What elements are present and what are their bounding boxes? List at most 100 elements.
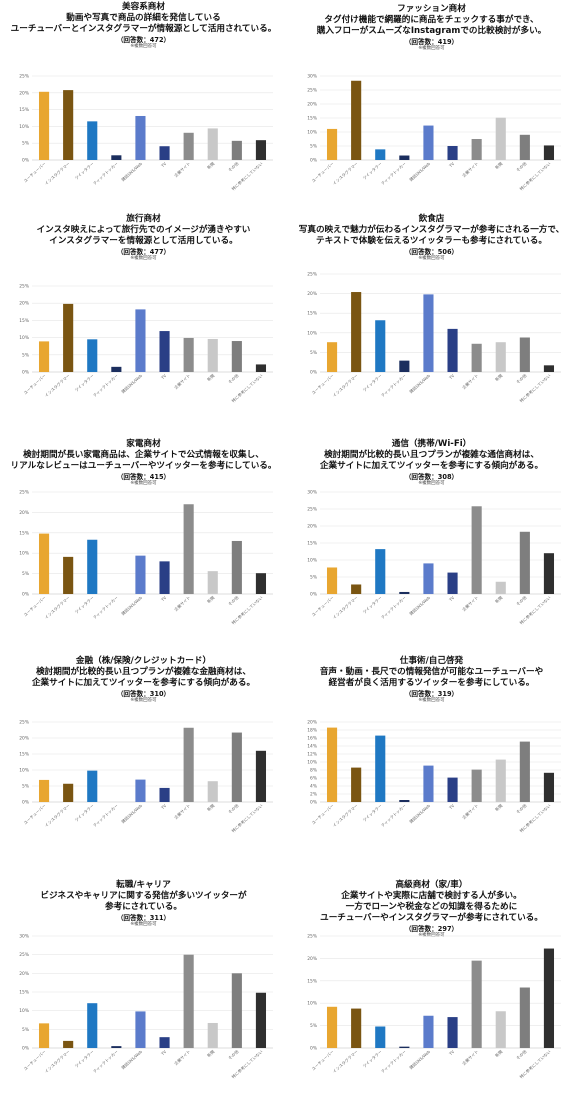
x-category-label: 企業サイト [172, 594, 191, 612]
chart-header: ファッション商材 タグ付け機能で網羅的に商品をチェックする事ができ、 購入フローがス… [288, 4, 575, 52]
y-tick: 15% [307, 311, 561, 317]
y-tick-label: 0% [22, 158, 29, 164]
bar [543, 553, 555, 594]
bar [543, 365, 555, 372]
multi-answer-note: ※複数回答可 [130, 698, 157, 703]
chart-title: 仕事術/自己啓発 [399, 656, 464, 666]
x-category-label: 雑誌SNS/Web [120, 802, 144, 824]
bar [375, 149, 386, 160]
x-category-label: インスタグラマー [331, 594, 359, 620]
y-tick: 25% [307, 88, 561, 94]
response-count: （回答数：311） [116, 914, 171, 922]
x-category-label: ティックトッカー [91, 802, 119, 828]
y-tick-label: 10% [307, 1001, 317, 1007]
bar [471, 139, 482, 160]
x-category-label: 雑誌SNS/Web [408, 1048, 432, 1070]
x-category-label: ユーチューバー [311, 803, 335, 825]
x-category-label: ツイッタラー [361, 802, 383, 823]
chart-subtitle-line: 動画や写真で商品の詳細を発信している [66, 13, 221, 23]
y-tick-label: 10% [307, 330, 317, 336]
bar [255, 140, 267, 160]
multi-answer-note: ※複数回答可 [130, 922, 157, 927]
bar [447, 328, 458, 372]
bar [447, 777, 458, 802]
multi-answer-note: ※複数回答可 [130, 44, 157, 49]
y-tick: 20% [19, 510, 273, 516]
y-tick-label: 0% [310, 158, 317, 164]
bar [38, 533, 50, 594]
y-tick: 30% [307, 74, 561, 80]
x-category-label: その他 [515, 160, 528, 172]
x-category-label: TV [447, 803, 455, 811]
bar [423, 563, 434, 594]
y-tick-label: 0% [310, 800, 317, 806]
x-category-label: 企業サイト [172, 372, 191, 390]
bar [423, 294, 434, 372]
chart-header: 飲食店 写真の映えで魅力が伝わるインスタグラマーが参考にされる一方で、 テキストで体… [288, 214, 575, 262]
y-tick-label: 0% [310, 1046, 317, 1052]
y-tick-label: 15% [19, 318, 29, 324]
y-tick: 20% [307, 720, 561, 726]
bar [159, 561, 170, 594]
y-tick-label: 25% [19, 284, 29, 290]
chart-title: 金融（株/保険/クレジットカード） [75, 656, 212, 666]
bar [159, 146, 170, 160]
x-category-label: ティックトッカー [91, 372, 119, 398]
bar [38, 779, 50, 802]
x-category-label: その他 [227, 802, 240, 814]
x-category-label: 企業サイト [460, 594, 479, 612]
bar [87, 539, 98, 594]
y-tick-label: 5% [22, 784, 29, 790]
x-category-label: 企業サイト [460, 802, 479, 820]
x-category-label: ツイッタラー [361, 1048, 383, 1069]
x-category-label: 企業サイト [460, 1048, 479, 1066]
x-category-label: インスタグラマー [43, 594, 71, 620]
bar [207, 781, 218, 802]
y-tick-label: 20% [19, 510, 29, 516]
bar [351, 767, 362, 802]
y-tick: 20% [307, 956, 561, 962]
x-category-label: ツイッタラー [73, 1048, 95, 1069]
bar [495, 1011, 506, 1048]
bar [231, 540, 242, 594]
bar [207, 1022, 218, 1048]
y-tick-label: 10% [307, 558, 317, 564]
x-category-label: ツイッタラー [73, 802, 95, 823]
response-count: （回答数：310） [116, 690, 171, 698]
bar [399, 360, 410, 372]
bar [375, 320, 386, 372]
chart-subtitle-line: タグ付け機能で網羅的に商品をチェックする事ができ、 [324, 15, 539, 25]
y-tick-label: 15% [19, 530, 29, 536]
x-category-label: インスタグラマー [43, 802, 71, 828]
chart-title: 飲食店 [418, 214, 445, 224]
bar [471, 343, 482, 372]
chart-subtitle-line: インスタグラマーを情報源として活用している。 [49, 236, 238, 246]
x-category-label: ユーチューバー [311, 595, 335, 617]
x-category-label: インスタグラマー [331, 802, 359, 828]
y-tick: 10% [307, 130, 561, 136]
y-tick-label: 30% [307, 74, 317, 80]
y-tick: 20% [307, 102, 561, 108]
x-category-label: 企業サイト [172, 802, 191, 820]
x-category-label: その他 [227, 160, 240, 172]
bar [183, 727, 194, 802]
y-tick: 25% [19, 952, 273, 958]
bar [447, 146, 458, 160]
x-category-label: 新聞 [493, 594, 503, 604]
bar [255, 364, 267, 372]
chart-title: ファッション商材 [397, 4, 466, 14]
x-category-label: TV [159, 161, 167, 169]
bar [87, 1003, 98, 1048]
chart-subtitle-line: 検討期間が長い家電商品は、企業サイトで公式情報を収集し、 [23, 450, 264, 460]
y-tick-label: 15% [19, 752, 29, 758]
x-category-label: 企業サイト [460, 160, 479, 178]
chart-title: 高級商材（家/車） [395, 880, 468, 890]
bar [111, 155, 122, 160]
y-tick-label: 25% [307, 934, 317, 940]
y-tick: 20% [19, 301, 273, 307]
x-category-label: 企業サイト [460, 372, 479, 390]
